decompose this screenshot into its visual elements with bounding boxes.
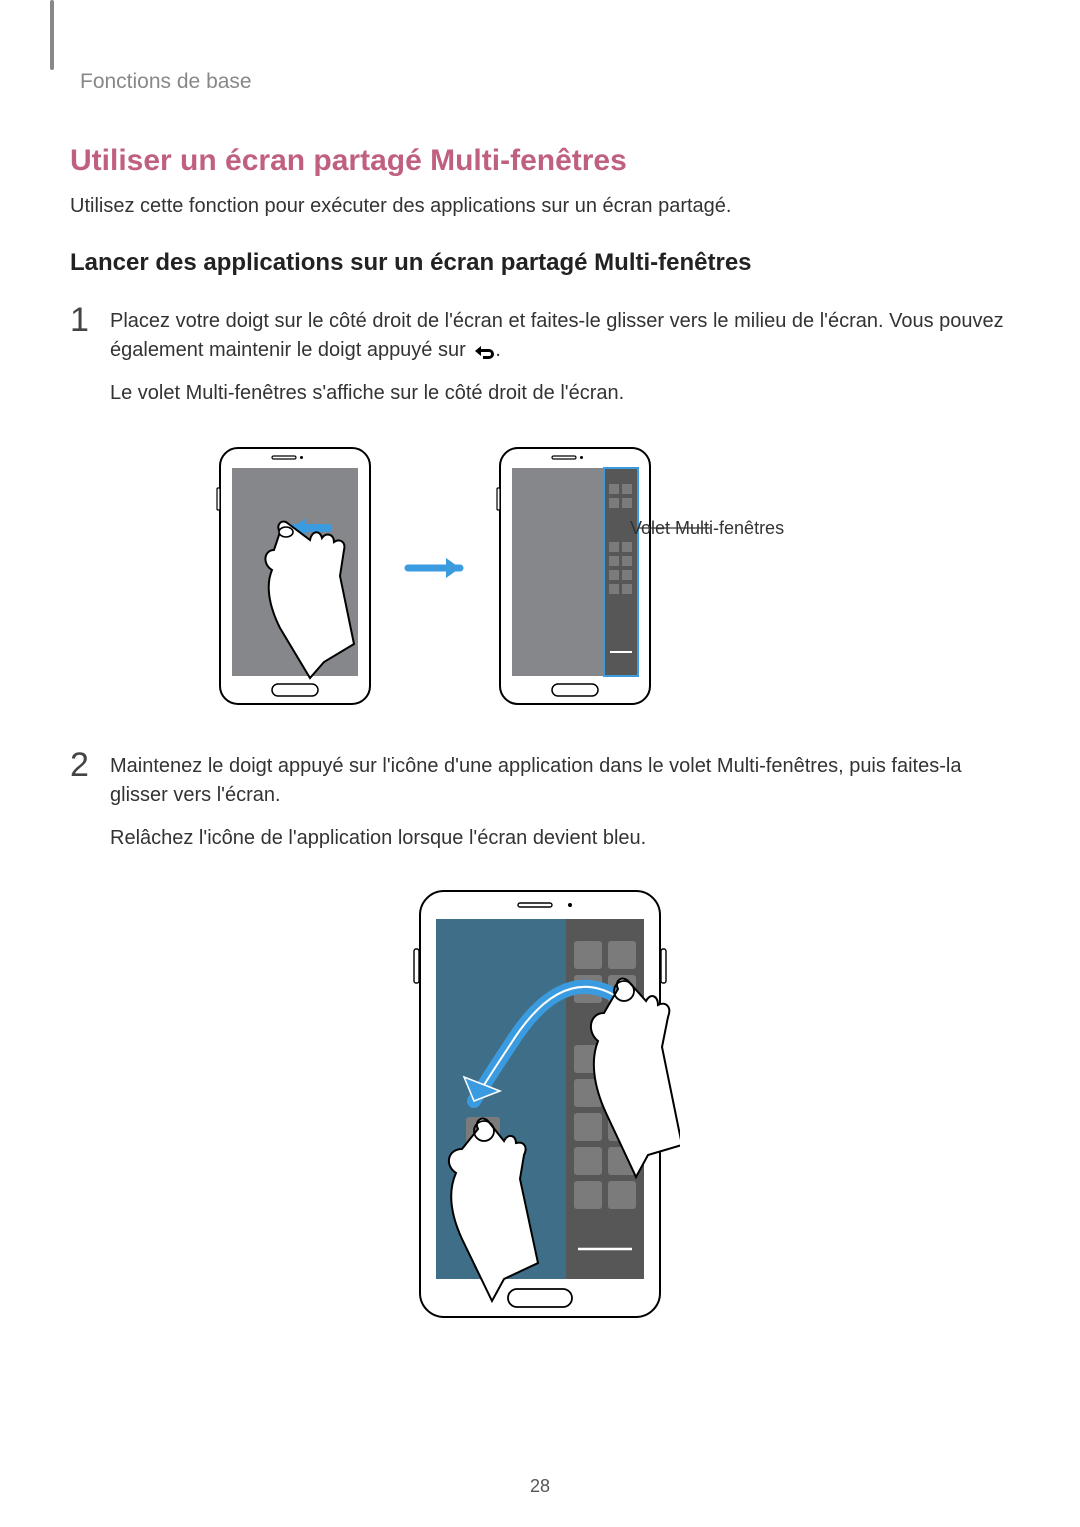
header-accent-bar	[50, 0, 54, 70]
figure-2-svg	[400, 885, 680, 1345]
step-1-line-1: Placez votre doigt sur le côté droit de …	[110, 307, 1010, 365]
page-title: Utiliser un écran partagé Multi-fenêtres	[70, 144, 1010, 178]
figure-1: Volet Multi-fenêtres	[70, 440, 1010, 712]
intro-paragraph: Utilisez cette fonction pour exécuter de…	[70, 192, 1010, 221]
subsection-heading: Lancer des applications sur un écran par…	[70, 249, 1010, 277]
figure-2	[70, 885, 1010, 1345]
section-header: Fonctions de base	[80, 70, 1010, 94]
step-number: 2	[70, 748, 110, 782]
step-2: 2 Maintenez le doigt appuyé sur l'icône …	[70, 752, 1010, 867]
manual-page: Fonctions de base Utiliser un écran part…	[0, 0, 1080, 1527]
figure-1-callout: Volet Multi-fenêtres	[630, 518, 784, 539]
step-2-line-1: Maintenez le doigt appuyé sur l'icône d'…	[110, 752, 1010, 810]
step-2-line-2: Relâchez l'icône de l'application lorsqu…	[110, 824, 1010, 853]
page-number: 28	[0, 1476, 1080, 1497]
back-icon	[471, 342, 495, 360]
step-number: 1	[70, 303, 110, 337]
step-1: 1 Placez votre doigt sur le côté droit d…	[70, 307, 1010, 422]
step-body: Placez votre doigt sur le côté droit de …	[110, 307, 1010, 422]
step-1-line-2: Le volet Multi-fenêtres s'affiche sur le…	[110, 379, 1010, 408]
step-body: Maintenez le doigt appuyé sur l'icône d'…	[110, 752, 1010, 867]
figure-1-svg	[160, 440, 920, 712]
